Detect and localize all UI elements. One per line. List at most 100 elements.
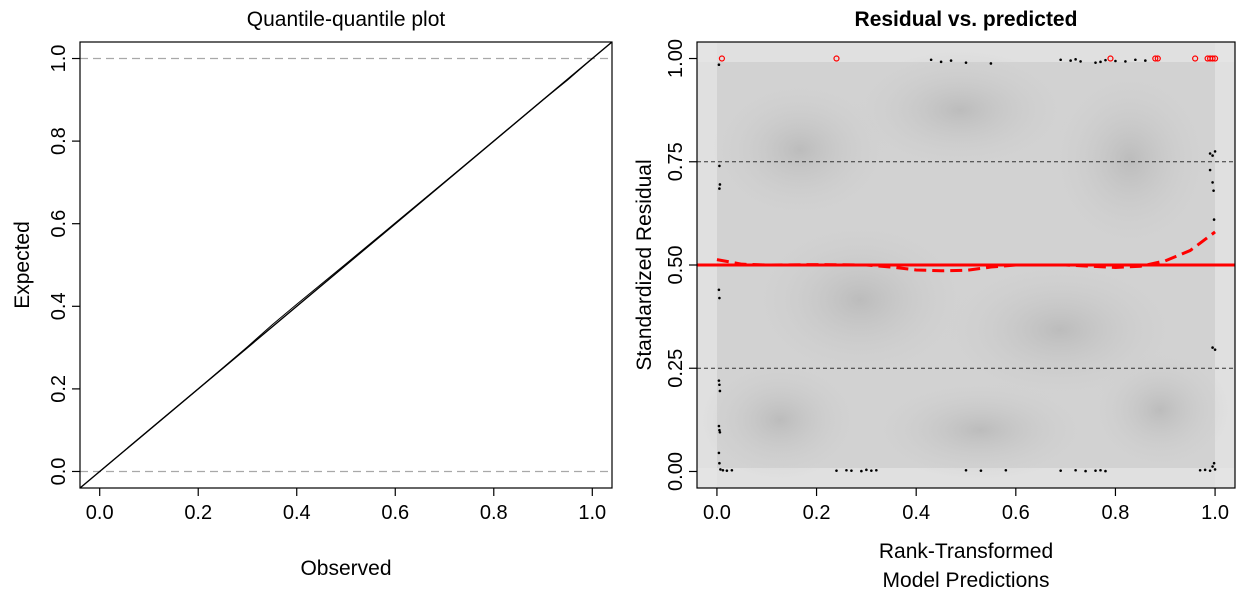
residual-x-tick-label: 0.2 — [803, 502, 831, 524]
qq-y-tick-label: 0.8 — [48, 127, 70, 155]
residual-point — [1059, 58, 1062, 62]
qq-plot-panel: Quantile-quantile plot 0.0 0.2 0.4 0.6 0.8 1.… — [11, 8, 613, 580]
residual-point — [1074, 468, 1077, 472]
residual-point — [721, 468, 725, 472]
residual-point — [1084, 469, 1087, 473]
residual-point — [1203, 468, 1207, 472]
residual-y-tick-label: 0.75 — [665, 142, 687, 181]
residual-point — [717, 379, 721, 382]
residual-y-tick-label: 0.00 — [665, 452, 687, 491]
residual-point — [964, 468, 968, 472]
residual-point — [1211, 181, 1214, 184]
residual-point — [1144, 59, 1147, 62]
qq-y-tick-label: 0.2 — [48, 375, 70, 403]
residual-point — [1208, 152, 1212, 155]
residual-point — [1099, 468, 1102, 472]
residual-point — [717, 424, 721, 428]
residual-point — [718, 383, 721, 387]
residual-y-tick-label: 0.25 — [665, 349, 687, 388]
residual-point — [1213, 150, 1217, 153]
residual-plot-panel: Residual vs. predicted 0.0 0.2 0.4 0.6 0.8 1.… — [633, 8, 1236, 592]
residual-point — [1211, 465, 1214, 468]
residual-point — [1212, 218, 1216, 221]
qq-series-line — [99, 58, 593, 472]
residual-outlier-point — [1154, 55, 1161, 62]
residual-point — [718, 428, 721, 432]
residual-point — [1104, 469, 1107, 473]
qq-y-tick-label: 0.0 — [48, 458, 70, 486]
residual-point — [860, 469, 863, 473]
residual-x-axis-label-line1: Rank-Transformed — [879, 540, 1053, 563]
residual-x-tick-label: 0.0 — [703, 502, 731, 524]
residual-outlier-point — [1107, 55, 1114, 62]
residual-outlier-point — [1152, 55, 1159, 62]
qq-y-axis-label: Expected — [11, 221, 34, 309]
residual-point — [1099, 60, 1102, 64]
residual-y-tick-label: 0.50 — [665, 246, 687, 285]
residual-point — [1104, 58, 1107, 62]
residual-point — [850, 469, 853, 472]
residual-point — [1213, 468, 1217, 471]
qq-y-tick-label: 1.0 — [48, 45, 70, 73]
residual-outlier-point — [1192, 55, 1199, 62]
residual-point — [718, 183, 722, 186]
qq-x-tick-label: 0.0 — [86, 502, 114, 524]
residual-point — [1211, 154, 1214, 157]
residual-point — [717, 63, 721, 67]
residual-point — [1212, 461, 1216, 465]
residual-outlier-point — [833, 55, 840, 62]
residual-point — [1059, 469, 1062, 472]
residual-x-tick-label: 1.0 — [1201, 502, 1229, 524]
residual-point — [718, 461, 721, 465]
residual-point — [1134, 58, 1137, 62]
residual-point — [979, 469, 983, 472]
residual-point — [1094, 469, 1097, 472]
qq-plot-title: Quantile-quantile plot — [247, 8, 446, 31]
residual-point — [865, 468, 868, 472]
residual-y-axis-label: Standardized Residual — [633, 159, 656, 370]
residual-point — [1211, 346, 1214, 349]
residual-outlier-point — [1209, 55, 1216, 62]
residual-point — [717, 451, 721, 455]
residual-point — [718, 164, 721, 168]
qq-x-tick-label: 0.8 — [480, 502, 508, 524]
residual-point — [964, 61, 968, 64]
residual-point — [845, 468, 848, 472]
qq-x-tick-label: 0.6 — [381, 502, 409, 524]
residual-point — [939, 60, 943, 64]
qq-y-tick-label: 0.4 — [48, 292, 70, 320]
residual-point — [989, 62, 993, 65]
residual-point — [730, 468, 734, 472]
residual-point — [835, 469, 838, 472]
residual-point — [1079, 60, 1082, 63]
qq-x-tick-label: 1.0 — [578, 502, 606, 524]
qq-x-tick-label: 0.4 — [283, 502, 311, 524]
residual-point — [1213, 348, 1217, 351]
residual-point — [1114, 59, 1117, 63]
residual-point — [1124, 60, 1127, 63]
residual-x-axis-label-line2: Model Predictions — [883, 569, 1050, 592]
qq-plot-frame — [79, 41, 613, 489]
residual-outlier-point — [1211, 55, 1219, 62]
qq-x-axis-label: Observed — [300, 557, 391, 580]
residual-point — [1212, 189, 1215, 192]
residual-point — [875, 468, 878, 472]
residual-point — [725, 469, 729, 472]
residual-point — [1069, 59, 1072, 62]
residual-point — [870, 469, 873, 472]
residual-point — [1198, 468, 1202, 472]
residual-point — [717, 288, 721, 292]
qq-y-tick-label: 0.6 — [48, 210, 70, 238]
residual-y-tick-label: 1.00 — [665, 39, 687, 78]
residual-point — [718, 296, 721, 300]
residual-x-tick-label: 0.4 — [902, 502, 930, 524]
residual-point — [1004, 468, 1008, 472]
residual-density-background — [697, 42, 1235, 488]
residual-point — [718, 389, 722, 393]
residual-point — [1208, 469, 1212, 472]
residual-point — [718, 430, 722, 434]
residual-smooth-dashed-line — [716, 230, 1216, 273]
residual-x-tick-label: 0.6 — [1002, 502, 1030, 524]
residual-point — [1094, 61, 1097, 64]
